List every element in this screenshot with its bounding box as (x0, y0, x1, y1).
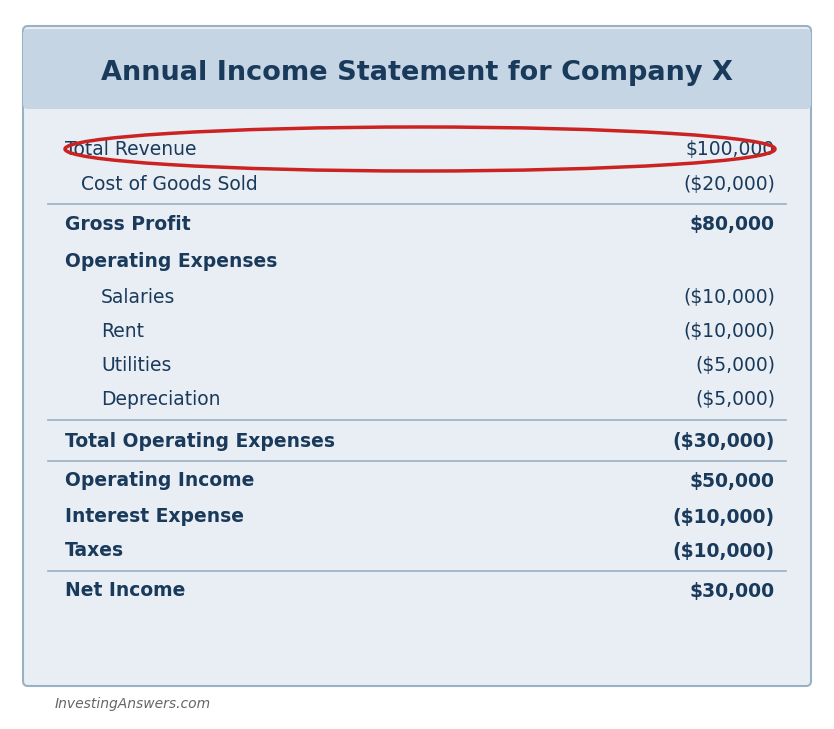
Text: Total Operating Expenses: Total Operating Expenses (65, 432, 335, 451)
Text: $30,000: $30,000 (690, 582, 775, 601)
Text: ($10,000): ($10,000) (673, 507, 775, 526)
Text: ($20,000): ($20,000) (683, 174, 775, 193)
Text: Net Income: Net Income (65, 582, 185, 601)
Text: ($10,000): ($10,000) (683, 287, 775, 306)
Text: Operating Income: Operating Income (65, 472, 254, 491)
Text: Interest Expense: Interest Expense (65, 507, 244, 526)
FancyBboxPatch shape (23, 29, 811, 109)
Text: ($5,000): ($5,000) (695, 389, 775, 408)
Text: Taxes: Taxes (65, 542, 124, 561)
Text: $50,000: $50,000 (690, 472, 775, 491)
Text: Salaries: Salaries (101, 287, 175, 306)
Text: InvestingAnswers.com: InvestingAnswers.com (55, 697, 211, 711)
Text: Depreciation: Depreciation (101, 389, 220, 408)
Text: ($30,000): ($30,000) (673, 432, 775, 451)
Text: Total Revenue: Total Revenue (65, 139, 197, 158)
FancyBboxPatch shape (23, 26, 811, 686)
Text: $80,000: $80,000 (690, 214, 775, 233)
Text: Gross Profit: Gross Profit (65, 214, 191, 233)
Text: Annual Income Statement for Company X: Annual Income Statement for Company X (101, 60, 733, 86)
Text: $100,000: $100,000 (686, 139, 775, 158)
Text: Operating Expenses: Operating Expenses (65, 252, 278, 270)
Text: ($10,000): ($10,000) (683, 321, 775, 340)
Text: ($5,000): ($5,000) (695, 356, 775, 375)
Text: Cost of Goods Sold: Cost of Goods Sold (81, 174, 258, 193)
Text: Rent: Rent (101, 321, 144, 340)
Text: Utilities: Utilities (101, 356, 171, 375)
Text: ($10,000): ($10,000) (673, 542, 775, 561)
